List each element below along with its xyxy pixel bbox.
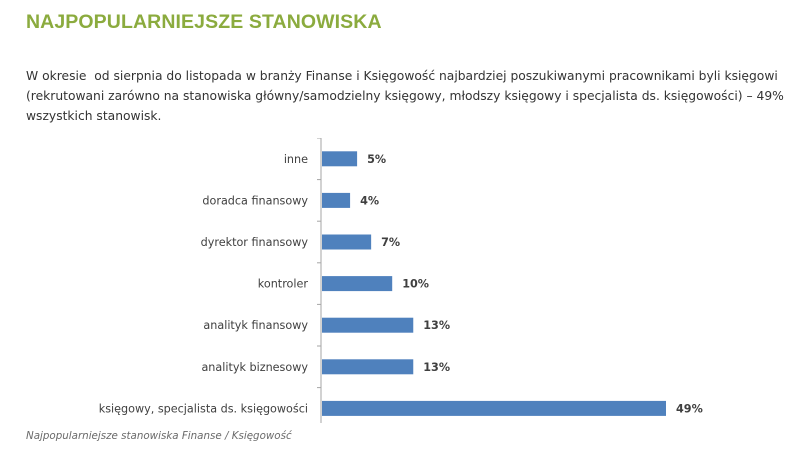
category-label: inne (284, 153, 308, 166)
category-label: księgowy, specjalista ds. księgowości (99, 402, 308, 415)
data-label: 5% (367, 153, 386, 166)
bar (322, 317, 414, 333)
category-label: kontroler (258, 278, 309, 291)
data-label: 4% (360, 194, 379, 207)
bar (322, 276, 393, 292)
bar (322, 234, 372, 250)
chart-caption: Najpopularniejsze stanowiska Finanse / K… (26, 430, 292, 442)
data-label: 49% (676, 402, 703, 415)
data-label: 7% (381, 236, 400, 249)
data-label: 13% (423, 361, 450, 374)
bar (322, 192, 351, 208)
category-label: analityk biznesowy (201, 361, 308, 374)
category-label: doradca finansowy (202, 194, 308, 207)
data-label: 13% (423, 319, 450, 332)
page-title: NAJPOPULARNIEJSZE STANOWISKA (26, 11, 382, 33)
category-label: dyrektor finansowy (201, 236, 309, 249)
bar (322, 400, 666, 416)
bar-chart: inne 5% doradca finansowy 4% dyrektor finans… (99, 138, 703, 423)
bar (322, 151, 358, 167)
bar (322, 359, 414, 375)
category-label: analityk finansowy (203, 319, 308, 332)
data-label: 10% (402, 278, 429, 291)
intro-paragraph: W okresie od sierpnia do listopada w bra… (26, 69, 784, 123)
